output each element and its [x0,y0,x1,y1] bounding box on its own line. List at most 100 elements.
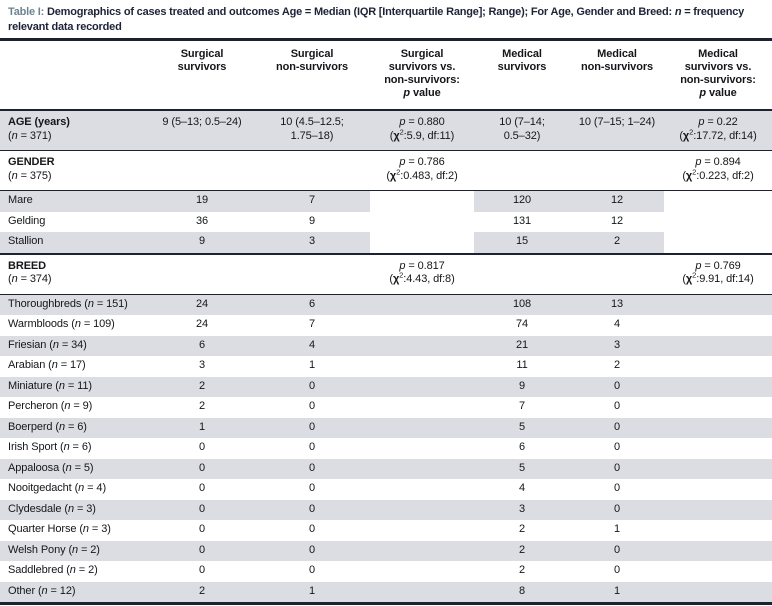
table-row: BREED (n = 374) p = 0.817 (χ2:4.43, df:8) p … [0,253,772,295]
data-cell [370,520,474,541]
data-cell: 36 [195,214,209,227]
data-cell [370,335,474,356]
data-cell: 2 [570,232,664,255]
data-cell: 0 [613,564,621,576]
data-cell [370,458,474,479]
data-cell: 5 [474,417,570,438]
data-cell [664,499,772,520]
column-header: Medical survivors vs. non-survivors: p valu… [664,41,772,111]
row-label: Boerperd (n = 6) [0,417,150,438]
data-cell: 0 [198,523,206,535]
table-row: Nooitgedacht (n = 4) 0 0 4 0 [0,479,772,500]
data-cell: 13 [570,294,664,315]
table-row: Gelding 36 9 131 12 [0,212,772,233]
data-cell: 2 [518,523,526,535]
data-cell [150,150,254,191]
data-cell [370,232,474,255]
data-cell: 0 [198,482,206,494]
data-cell [474,253,570,295]
column-header: Surgical survivors [150,41,254,111]
table-row: Miniature (n = 11) 2 0 9 0 [0,376,772,397]
table-caption-label: Table I: [8,6,45,18]
data-cell [664,335,772,356]
data-cell: 0 [254,417,370,438]
table-row: Clydesdale (n = 3) 0 0 3 0 [0,499,772,520]
data-cell [370,561,474,582]
data-cell: 0 [613,441,621,453]
data-cell [664,417,772,438]
row-label: Friesian (n = 34) [0,335,150,356]
table-row: Thoroughbreds (n = 151) 24 6 108 13 [0,294,772,315]
data-cell: 4 [518,482,526,494]
table-caption: Table I: Demographics of cases treated a… [0,0,772,41]
data-cell [370,499,474,520]
table-row: Welsh Pony (n = 2) 0 0 2 0 [0,540,772,561]
data-cell: 120 [474,190,570,212]
data-cell: 0 [570,499,664,520]
table-row: Arabian (n = 17) 3 1 11 2 [0,356,772,377]
data-cell: 108 [474,294,570,315]
data-cell: 9 [308,214,316,227]
data-cell: 24 [195,318,209,330]
data-cell: 21 [474,335,570,356]
column-header: Medical non-survivors [570,41,664,111]
row-label: Miniature (n = 11) [0,376,150,397]
data-cell: 19 [150,190,254,212]
data-cell: 6 [254,294,370,315]
demographics-table: Surgical survivors Surgical non-survivors Su… [0,41,772,605]
data-cell: 5 [474,458,570,479]
data-cell: 74 [515,318,529,330]
data-cell [370,417,474,438]
table-row: Irish Sport (n = 6) 0 0 6 0 [0,438,772,459]
data-cell: p = 0.894 (χ2:0.223, df:2) [664,150,772,191]
row-label: Saddlebred (n = 2) [8,564,98,576]
data-cell: 12 [570,190,664,212]
data-cell [664,438,772,459]
table-row: Mare 19 7 120 12 [0,190,772,212]
table-row: GENDER (n = 375) p = 0.786 (χ2:0.483, df:2)… [0,150,772,191]
data-cell: 15 [474,232,570,255]
data-cell [664,191,772,212]
data-cell: 8 [474,581,570,605]
data-cell [664,458,772,479]
data-cell [370,540,474,561]
data-cell [664,397,772,418]
data-cell: 1 [613,523,621,535]
data-cell: 0 [150,499,254,520]
data-cell: 9 (5–13; 0.5–24) [150,110,254,151]
row-label: Mare [0,190,150,212]
data-cell: 7 [308,318,316,330]
data-cell: p = 0.817 (χ2:4.43, df:8) [370,253,474,295]
data-cell: 24 [150,294,254,315]
data-cell: 10 (7–15; 1–24) [570,110,664,151]
data-cell [370,397,474,418]
data-cell: 6 [518,441,526,453]
data-cell: 12 [610,214,624,227]
data-cell: 9 [474,376,570,397]
data-cell: 0 [254,458,370,479]
data-cell: 2 [474,540,570,561]
data-cell: 10 (4.5–12.5; 1.75–18) [254,110,370,151]
data-cell: 7 [254,190,370,212]
data-cell: 0 [570,458,664,479]
data-cell [254,253,370,295]
data-cell [664,520,772,541]
data-cell [370,479,474,500]
data-cell [664,315,772,336]
data-cell [664,581,772,605]
data-cell [370,581,474,605]
row-label: Appaloosa (n = 5) [0,458,150,479]
data-cell: 3 [570,335,664,356]
data-cell [370,438,474,459]
data-cell: 2 [198,400,206,412]
data-cell: 6 [150,335,254,356]
data-cell: 3 [254,232,370,255]
data-cell: 0 [150,540,254,561]
data-cell: 1 [308,359,316,371]
data-cell [570,150,664,191]
data-cell [370,294,474,315]
data-cell [664,540,772,561]
data-cell: 0 [308,564,316,576]
data-cell: 0 [613,482,621,494]
data-cell: 0 [570,417,664,438]
